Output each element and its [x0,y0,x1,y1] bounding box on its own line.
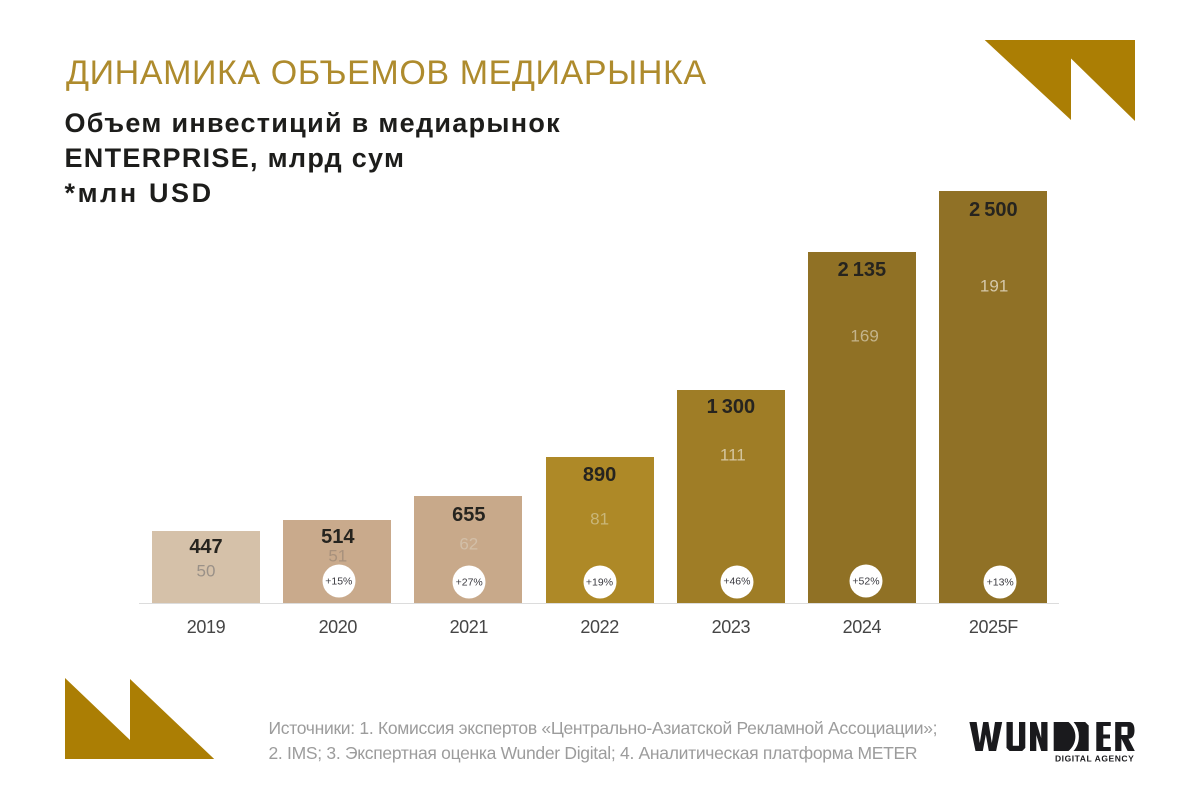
svg-text:DIGITAL AGENCY: DIGITAL AGENCY [1055,754,1134,764]
